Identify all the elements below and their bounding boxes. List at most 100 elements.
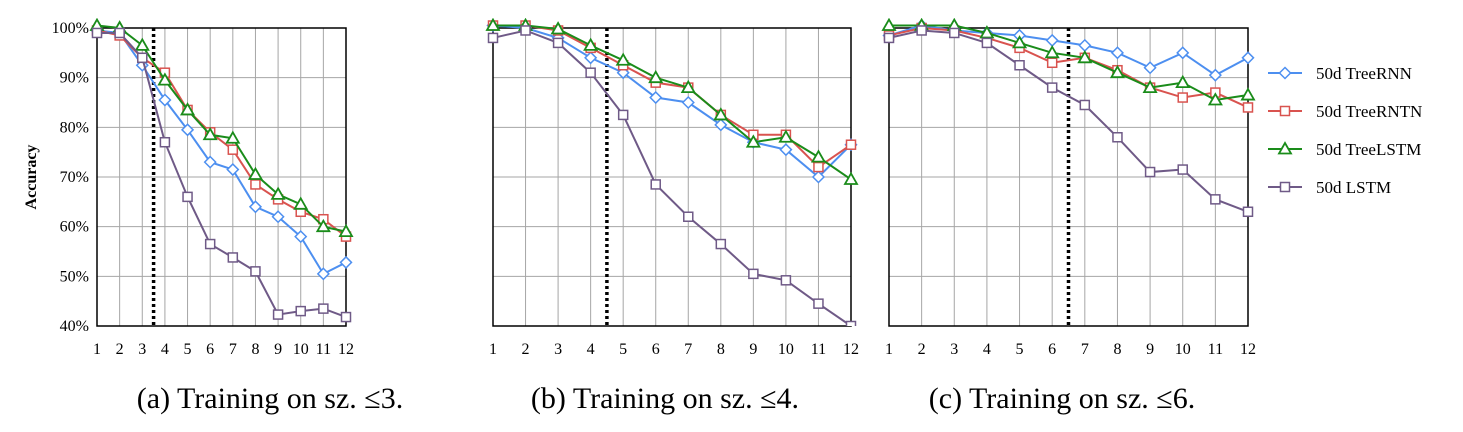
50d-lstm-point-3 xyxy=(981,37,993,49)
x-tick-label-4: 4 xyxy=(983,341,991,358)
50d-treernn-point-4 xyxy=(180,123,195,137)
50d-lstm-point-2 xyxy=(949,27,960,39)
x-tick-label-10: 10 xyxy=(1175,341,1191,358)
50d-lstm-point-7 xyxy=(1112,132,1123,143)
50d-treerntn-point-5 xyxy=(1046,57,1058,69)
x-tick-label-7: 7 xyxy=(684,341,692,358)
50d-treerntn-point-11 xyxy=(845,139,857,150)
50d-lstm-point-0 xyxy=(883,32,895,44)
50d-lstm-point-0 xyxy=(91,27,103,39)
50d-treernn-point-8 xyxy=(1143,61,1157,75)
x-tick-label-11: 11 xyxy=(1208,341,1223,358)
x-tick-label-12: 12 xyxy=(1240,341,1256,358)
x-tick-label-8: 8 xyxy=(717,341,725,358)
x-tick-label-9: 9 xyxy=(1146,341,1154,358)
y-tick-label-60%: 60% xyxy=(60,219,89,236)
y-tick-label-80%: 80% xyxy=(60,119,89,136)
50d-lstm-point-5 xyxy=(650,179,661,190)
50d-treernn-point-8 xyxy=(271,210,285,224)
50d-treerntn-point-10 xyxy=(813,161,824,173)
x-tick-label-6: 6 xyxy=(1048,341,1056,358)
legend: 50d TreeRNN 50d TreeRNTN 50d TreeLSTM 50d L… xyxy=(1268,64,1422,197)
50d-treernn-point-3 xyxy=(158,93,172,107)
50d-lstm-point-8 xyxy=(1144,166,1156,178)
50d-lstm-point-10 xyxy=(318,303,329,314)
50d-lstm-point-10 xyxy=(813,298,824,309)
x-tick-label-1: 1 xyxy=(489,341,497,358)
series-line-50d-treerntn xyxy=(96,29,347,238)
panel-c: 1 2 3 4 5 6 7 8 9 10 11 12(c) Training on sz. ≤6. xyxy=(881,18,1256,415)
50d-lstm-point-9 xyxy=(780,275,792,286)
50d-lstm-point-10 xyxy=(1210,194,1221,205)
50d-treelstm-point-8 xyxy=(270,186,286,200)
50d-lstm-point-6 xyxy=(683,211,694,222)
50d-treelstm-point-10 xyxy=(1207,92,1223,106)
x-tick-label-12: 12 xyxy=(843,341,859,358)
50d-lstm-point-3 xyxy=(585,67,596,78)
legend-entry-50d-treerntn: 50d TreeRNTN xyxy=(1268,102,1422,121)
x-tick-label-2: 2 xyxy=(522,341,530,358)
x-tick-label-1: 1 xyxy=(93,341,101,358)
series-line-50d-treerntn xyxy=(493,24,852,169)
50d-treernn-point-7 xyxy=(248,200,263,214)
legend-50d-treelstm-point-0 xyxy=(1277,141,1293,155)
50d-treelstm-point-9 xyxy=(293,196,309,210)
50d-treelstm-point-7 xyxy=(713,107,729,121)
50d-lstm-point-2 xyxy=(137,52,148,64)
x-tick-label-9: 9 xyxy=(274,341,282,358)
50d-treelstm-point-2 xyxy=(134,37,150,51)
caption-c: (c) Training on sz. ≤6. xyxy=(929,382,1195,415)
x-tick-label-3: 3 xyxy=(950,341,958,358)
series-50d-treernn xyxy=(486,18,858,184)
x-tick-label-8: 8 xyxy=(251,341,259,358)
x-tick-label-5: 5 xyxy=(619,341,627,358)
legend-label: 50d LSTM xyxy=(1316,178,1391,197)
50d-treernn-point-11 xyxy=(339,255,353,269)
legend-label: 50d TreeRNTN xyxy=(1316,102,1422,121)
50d-lstm-point-8 xyxy=(272,309,284,320)
50d-lstm-point-0 xyxy=(487,32,499,44)
50d-treelstm-point-7 xyxy=(247,166,264,180)
series-50d-treerntn xyxy=(91,25,352,242)
x-tick-label-6: 6 xyxy=(652,341,660,358)
50d-lstm-point-6 xyxy=(1079,99,1091,111)
50d-treelstm-point-11 xyxy=(338,223,354,238)
50d-lstm-point-7 xyxy=(250,266,261,277)
x-tick-label-11: 11 xyxy=(811,341,826,358)
series-line-50d-lstm xyxy=(492,29,852,326)
50d-treelstm-point-10 xyxy=(810,149,827,163)
legend-50d-treernn-point-0 xyxy=(1278,66,1292,80)
50d-treelstm-point-6 xyxy=(225,130,241,144)
50d-treernn-point-6 xyxy=(1078,38,1092,52)
grid xyxy=(96,27,347,327)
50d-lstm-point-8 xyxy=(748,268,759,280)
legend-entry-50d-treernn: 50d TreeRNN xyxy=(1268,64,1412,83)
50d-treerntn-point-6 xyxy=(227,144,239,155)
x-tick-label-4: 4 xyxy=(161,341,169,358)
50d-lstm-point-2 xyxy=(552,37,564,49)
50d-treerntn-point-7 xyxy=(250,179,261,190)
50d-treernn-point-5 xyxy=(1045,33,1059,47)
50d-treelstm-point-11 xyxy=(843,171,859,185)
50d-treelstm-point-8 xyxy=(1142,79,1158,93)
50d-lstm-point-9 xyxy=(1177,164,1188,175)
50d-treerntn-point-9 xyxy=(1177,92,1188,103)
50d-treelstm-point-3 xyxy=(157,72,173,86)
50d-treernn-point-9 xyxy=(1176,46,1190,60)
50d-lstm-point-7 xyxy=(715,238,727,250)
series-50d-lstm xyxy=(487,25,857,326)
series-50d-treerntn xyxy=(487,20,857,173)
series-50d-treelstm xyxy=(485,18,859,185)
legend-50d-lstm-point-0 xyxy=(1279,181,1291,193)
50d-treelstm-point-2 xyxy=(550,21,566,35)
legend-entry-50d-lstm: 50d LSTM xyxy=(1268,178,1391,197)
50d-treernn-point-6 xyxy=(226,162,240,177)
x-tick-label-7: 7 xyxy=(229,341,237,358)
x-tick-label-10: 10 xyxy=(293,341,309,358)
50d-treelstm-point-5 xyxy=(648,69,664,84)
50d-lstm-point-4 xyxy=(1014,60,1025,71)
series-line-50d-treelstm xyxy=(493,24,852,181)
50d-treelstm-point-0 xyxy=(485,18,501,31)
50d-lstm-point-3 xyxy=(159,136,171,148)
50d-treelstm-point-4 xyxy=(179,102,196,116)
